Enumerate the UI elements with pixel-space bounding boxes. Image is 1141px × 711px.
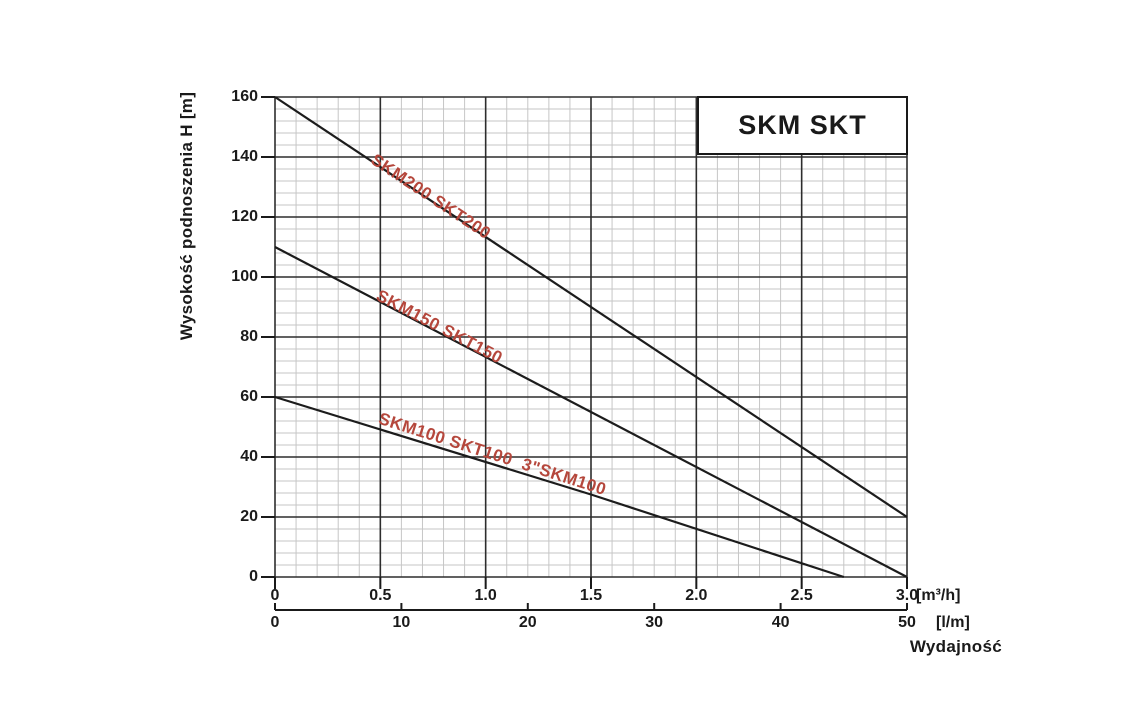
- x-secondary-tick-label: 20: [518, 614, 537, 631]
- x-primary-tick-label: 1.5: [579, 587, 603, 604]
- y-tick-label: 140: [231, 148, 258, 165]
- x-secondary-tick-label: 50: [898, 614, 916, 631]
- y-tick-label: 40: [240, 448, 258, 465]
- x-secondary-unit: [l/m]: [936, 614, 970, 631]
- y-tick-label: 100: [231, 268, 258, 285]
- x-secondary-tick-label: 0: [270, 614, 280, 631]
- y-axis-title: Wysokość podnoszenia H [m]: [177, 91, 196, 341]
- x-secondary-tick-label: 10: [392, 614, 411, 631]
- x-primary-tick-label: 3.0: [895, 587, 919, 604]
- x-secondary-tick-label: 40: [771, 614, 790, 631]
- x-axis-title: Wydajność: [909, 637, 1002, 656]
- x-primary-tick-label: 0: [270, 587, 280, 604]
- x-primary-tick-label: 0.5: [369, 587, 392, 604]
- y-tick-label: 120: [231, 208, 258, 225]
- x-primary-tick-label: 2.5: [790, 587, 813, 604]
- x-secondary-tick-label: 30: [645, 614, 664, 631]
- x-primary-tick-label: 1.0: [474, 587, 497, 604]
- x-primary-tick-label: 2.0: [685, 587, 708, 604]
- y-tick-label: 80: [240, 328, 258, 345]
- y-tick-label: 60: [240, 388, 258, 405]
- x-primary-unit: [m³/h]: [916, 587, 961, 604]
- y-tick-label: 160: [231, 88, 258, 105]
- y-tick-label: 20: [240, 508, 258, 525]
- y-tick-label: 0: [249, 568, 258, 585]
- chart-title-box: SKM SKT: [697, 96, 908, 155]
- chart-title: SKM SKT: [738, 110, 867, 140]
